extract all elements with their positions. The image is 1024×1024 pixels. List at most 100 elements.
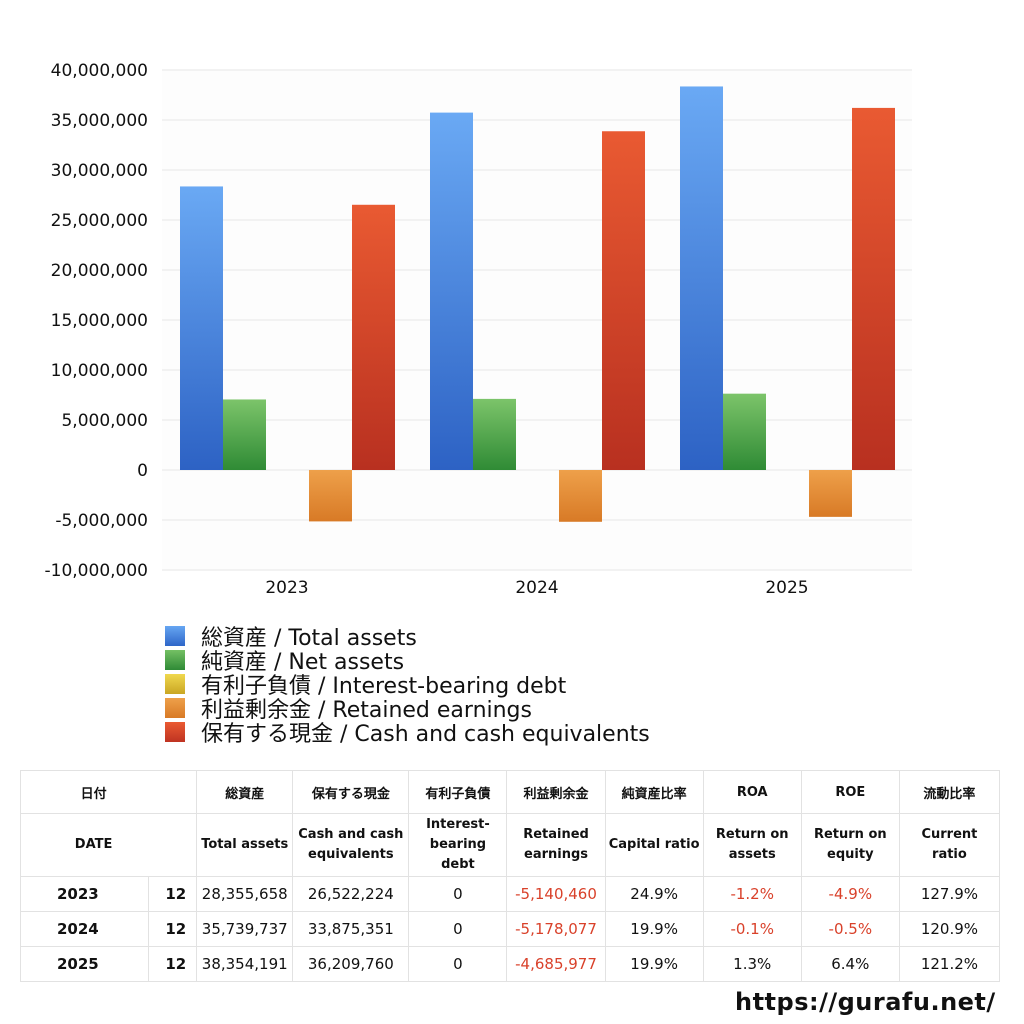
header-capital-ratio: 純資産比率 [604, 770, 704, 814]
table-row: 2024 12 35,739,737 33,875,351 0 -5,178,0… [19, 911, 1001, 947]
y-tick-label: 15,000,000 [51, 311, 148, 331]
cell-retained: -5,140,460 [506, 876, 606, 912]
bar [723, 393, 766, 470]
cell-current-ratio: 121.2% [898, 946, 1001, 982]
legend-label: 純資産 / Net assets [201, 650, 405, 675]
y-tick-label: 0 [137, 461, 148, 481]
cell-cash: 33,875,351 [292, 911, 410, 947]
cell-month: 12 [148, 911, 198, 947]
legend-label: 利益剰余金 / Retained earnings [201, 698, 532, 723]
header-debt-en: Interest-bearing debt [408, 813, 508, 877]
cell-total-assets: 28,355,658 [196, 876, 294, 912]
cell-retained: -4,685,977 [506, 946, 606, 982]
bar [680, 86, 723, 470]
bar [852, 107, 895, 470]
cell-roe: -4.9% [800, 876, 900, 912]
header-roe: ROE [800, 770, 900, 814]
bar [473, 398, 516, 470]
cell-month: 12 [148, 876, 198, 912]
y-tick-label: 40,000,000 [51, 61, 148, 81]
cell-roe: -0.5% [800, 911, 900, 947]
cell-debt: 0 [408, 946, 508, 982]
x-tick-label: 2023 [265, 578, 308, 598]
header-roa: ROA [702, 770, 802, 814]
cell-month: 12 [148, 946, 198, 982]
header-total-assets-en: Total assets [196, 813, 294, 877]
cell-roa: -0.1% [702, 911, 802, 947]
gridlines [162, 69, 912, 571]
header-current-ratio: 流動比率 [898, 770, 1001, 814]
legend-item-net-assets: 純資産 / Net assets [165, 648, 650, 675]
x-tick-label: 2024 [515, 578, 558, 598]
cell-capital-ratio: 19.9% [604, 911, 704, 947]
header-retained: 利益剰余金 [506, 770, 606, 814]
y-axis-ticks: 40,000,000 35,000,000 30,000,000 25,000,000… [45, 61, 148, 581]
cell-year: 2023 [19, 876, 150, 912]
table-row: 2023 12 28,355,658 26,522,224 0 -5,140,4… [19, 876, 1001, 912]
bar [430, 112, 473, 470]
cell-retained: -5,178,077 [506, 911, 606, 947]
y-tick-label: -10,000,000 [45, 561, 148, 581]
legend: 総資産 / Total assets 純資産 / Net assets 有利子負… [165, 624, 650, 747]
bars [180, 86, 895, 522]
header-total-assets: 総資産 [196, 770, 294, 814]
header-capital-ratio-en: Capital ratio [604, 813, 704, 877]
y-tick-label: 35,000,000 [51, 111, 148, 131]
cell-roa: -1.2% [702, 876, 802, 912]
legend-label: 保有する現金 / Cash and cash equivalents [201, 722, 650, 747]
cell-roa: 1.3% [702, 946, 802, 982]
cell-total-assets: 38,354,191 [196, 946, 294, 982]
financial-table: 日付 総資産 保有する現金 有利子負債 利益剰余金 純資産比率 ROA ROE … [19, 770, 1001, 982]
legend-item-total-assets: 総資産 / Total assets [165, 624, 650, 651]
y-tick-label: 10,000,000 [51, 361, 148, 381]
legend-item-retained-earnings: 利益剰余金 / Retained earnings [165, 696, 650, 723]
table-header-jp: 日付 総資産 保有する現金 有利子負債 利益剰余金 純資産比率 ROA ROE … [19, 770, 1001, 814]
legend-item-cash: 保有する現金 / Cash and cash equivalents [165, 720, 650, 747]
cell-capital-ratio: 19.9% [604, 946, 704, 982]
cell-current-ratio: 120.9% [898, 911, 1001, 947]
header-date: 日付 [19, 770, 198, 814]
y-tick-label: 30,000,000 [51, 161, 148, 181]
bar [809, 470, 852, 517]
legend-label: 有利子負債 / Interest-bearing debt [201, 674, 567, 699]
header-current-ratio-en: Current ratio [898, 813, 1001, 877]
x-tick-label: 2025 [765, 578, 808, 598]
header-debt: 有利子負債 [408, 770, 508, 814]
legend-swatch [165, 722, 185, 742]
table-header-en: DATE Total assets Cash and cash equivalen… [19, 813, 1001, 877]
x-axis-ticks: 2023 2024 2025 [265, 578, 808, 598]
bar [180, 186, 223, 470]
bar [559, 470, 602, 522]
bar [602, 131, 645, 470]
y-tick-label: 25,000,000 [51, 211, 148, 231]
header-cash: 保有する現金 [292, 770, 410, 814]
legend-swatch [165, 698, 185, 718]
y-tick-label: 20,000,000 [51, 261, 148, 281]
table-row: 2025 12 38,354,191 36,209,760 0 -4,685,9… [19, 946, 1001, 982]
site-url[interactable]: https://gurafu.net/ [735, 988, 996, 1016]
y-tick-label: -5,000,000 [55, 511, 148, 531]
cell-year: 2025 [19, 946, 150, 982]
header-roe-en: Return on equity [800, 813, 900, 877]
legend-swatch [165, 674, 185, 694]
header-cash-en: Cash and cash equivalents [292, 813, 410, 877]
cell-roe: 6.4% [800, 946, 900, 982]
bar [223, 399, 266, 470]
bar [352, 204, 395, 470]
header-roa-en: Return on assets [702, 813, 802, 877]
legend-label: 総資産 / Total assets [201, 626, 417, 651]
cell-capital-ratio: 24.9% [604, 876, 704, 912]
legend-item-interest-bearing-debt: 有利子負債 / Interest-bearing debt [165, 672, 650, 699]
cell-cash: 36,209,760 [292, 946, 410, 982]
bar [309, 470, 352, 522]
header-retained-en: Retained earnings [506, 813, 606, 877]
cell-debt: 0 [408, 876, 508, 912]
header-date-en: DATE [19, 813, 198, 877]
cell-debt: 0 [408, 911, 508, 947]
cell-cash: 26,522,224 [292, 876, 410, 912]
legend-swatch [165, 626, 185, 646]
y-tick-label: 5,000,000 [61, 411, 148, 431]
legend-swatch [165, 650, 185, 670]
cell-year: 2024 [19, 911, 150, 947]
cell-total-assets: 35,739,737 [196, 911, 294, 947]
